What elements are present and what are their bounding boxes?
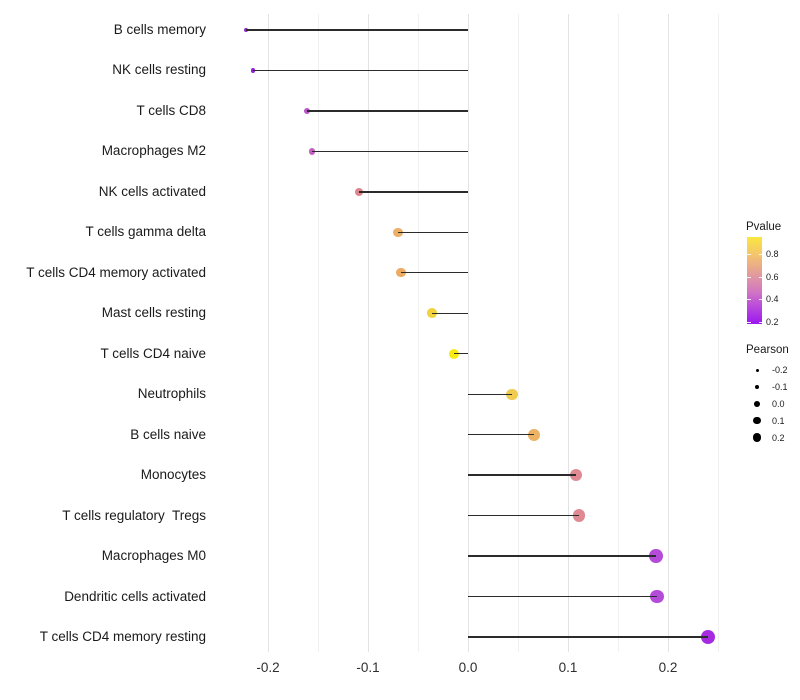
lollipop-stem — [468, 636, 708, 638]
minor-gridline — [518, 14, 519, 652]
lollipop-dot — [393, 227, 403, 237]
y-axis-label: T cells regulatory Tregs — [62, 507, 206, 523]
size-legend-label: -0.1 — [772, 381, 788, 392]
y-axis-label: Macrophages M0 — [101, 548, 206, 564]
y-axis-label: Dendritic cells activated — [64, 588, 206, 604]
minor-gridline — [718, 14, 719, 652]
major-gridline — [668, 14, 669, 652]
y-axis-label: Mast cells resting — [101, 305, 206, 321]
x-tick-label: -0.2 — [256, 660, 280, 675]
lollipop-stem — [253, 69, 468, 72]
colorbar-tick-mark — [747, 321, 751, 323]
size-legend-dot — [754, 384, 760, 390]
lollipop-dot — [303, 107, 311, 115]
major-gridline — [568, 14, 569, 652]
y-axis-label: Neutrophils — [137, 386, 206, 402]
lollipop-stem — [307, 110, 468, 112]
lollipop-dot — [308, 147, 316, 155]
minor-gridline — [418, 14, 419, 652]
pvalue-legend-title: Pvalue — [746, 221, 782, 233]
lollipop-stem — [312, 150, 468, 153]
colorbar-tick-mark — [747, 253, 751, 255]
size-legend-label: 0.2 — [772, 432, 785, 443]
y-axis-label: T cells CD4 naive — [100, 345, 206, 361]
lollipop-stem — [468, 555, 656, 557]
major-gridline — [468, 14, 469, 652]
colorbar-tick-label: 0.2 — [766, 316, 779, 327]
y-axis-label: T cells CD4 memory activated — [26, 264, 206, 280]
x-tick-label: 0.1 — [558, 660, 578, 675]
y-axis-label: Macrophages M2 — [101, 143, 206, 159]
y-axis-label: B cells naive — [130, 426, 206, 442]
y-axis-label: NK cells resting — [112, 62, 206, 78]
lollipop-dot — [427, 308, 437, 319]
lollipop-dot — [250, 68, 256, 73]
colorbar-tick-mark — [758, 276, 762, 278]
y-axis-label: T cells CD4 memory resting — [39, 629, 206, 644]
x-tick-label: 0.2 — [658, 660, 678, 675]
lollipop-stem — [432, 312, 468, 314]
major-gridline — [268, 14, 269, 652]
lollipop-stem — [454, 353, 468, 355]
colorbar-tick-label: 0.8 — [766, 248, 779, 259]
minor-gridline — [618, 14, 619, 652]
lollipop-dot — [243, 27, 249, 33]
size-legend-dot — [752, 433, 762, 442]
lollipop-dot — [354, 187, 364, 196]
y-axis-label: Monocytes — [140, 467, 206, 483]
colorbar-tick-mark — [758, 253, 762, 255]
x-tick-label: -0.1 — [356, 660, 380, 675]
colorbar-tick-label: 0.4 — [766, 294, 779, 305]
size-legend-dot — [755, 368, 759, 372]
minor-gridline — [318, 14, 319, 652]
lollipop-dot — [396, 268, 406, 278]
lollipop-stem — [468, 433, 534, 436]
y-axis-label: B cells memory — [113, 22, 206, 37]
lollipop-stem — [398, 231, 468, 234]
size-legend-dot — [753, 417, 761, 425]
colorbar-tick-label: 0.6 — [766, 271, 779, 282]
colorbar-tick-mark — [758, 321, 762, 323]
lollipop-stem — [359, 191, 468, 193]
lollipop-stem — [468, 514, 579, 517]
y-axis-label: NK cells activated — [98, 183, 206, 199]
lollipop-stem — [468, 474, 576, 476]
colorbar-tick-mark — [747, 299, 751, 301]
lollipop-stem — [468, 595, 657, 598]
lollipop-stem — [246, 29, 468, 31]
colorbar-tick-mark — [758, 299, 762, 301]
lollipop-stem — [468, 393, 512, 395]
lollipop-stem — [401, 272, 468, 274]
y-axis-label: T cells CD8 — [136, 102, 206, 118]
lollipop-dot — [448, 348, 460, 359]
size-legend-label: -0.2 — [772, 365, 788, 375]
size-legend-dot — [754, 400, 760, 407]
colorbar-tick-mark — [747, 276, 751, 278]
pvalue-colorbar — [747, 237, 762, 324]
pearson-legend-title: Pearson — [746, 344, 789, 356]
major-gridline — [368, 14, 369, 652]
x-tick-label: 0.0 — [458, 660, 478, 675]
y-axis-label: T cells gamma delta — [85, 224, 206, 240]
size-legend-label: 0.1 — [772, 415, 785, 426]
size-legend-label: 0.0 — [772, 398, 785, 409]
